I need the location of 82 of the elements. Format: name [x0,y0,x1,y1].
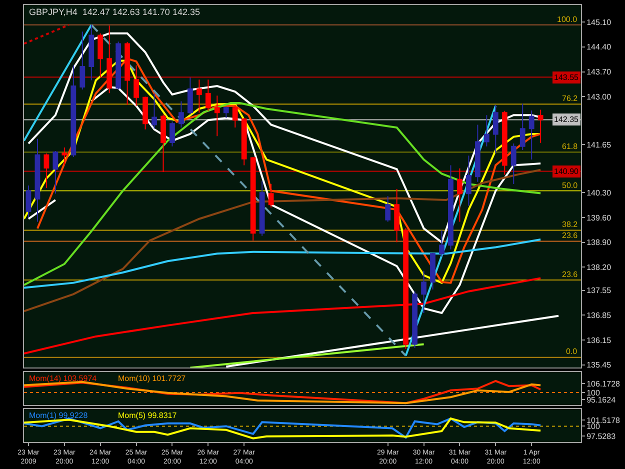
y-tick-label: 135.45 [586,360,612,370]
y-tick-label: 138.20 [586,262,612,272]
y-tick-label: 136.85 [586,310,612,320]
candlestick [80,31,86,90]
candlestick [178,100,184,128]
y-tick-label: 144.40 [586,42,612,52]
candlestick [484,114,490,147]
candlestick [394,188,400,243]
candlestick [134,64,139,106]
annotation: 61.8 [562,142,578,151]
candlestick [538,109,544,144]
candlestick [412,290,418,348]
candlestick [88,24,94,81]
ref-line-label: 143.55 [554,73,580,82]
line-series [24,168,542,312]
candlestick [170,121,175,147]
candlestick [44,152,50,188]
candlestick [116,41,122,90]
y-tick-label: 140.30 [586,188,612,198]
candlestick [385,196,391,222]
candlestick [528,110,534,160]
candlestick [421,270,426,314]
candlestick [106,25,112,94]
candlestick [62,146,68,166]
candlestick [439,230,444,258]
candlestick [232,105,238,128]
candlestick [160,114,166,172]
candlestick [34,138,40,222]
candlestick [259,180,265,236]
y-tick-label: 106.1728 [586,379,621,388]
candlestick [205,79,211,112]
y-tick-label: 139.60 [586,213,612,222]
ref-line-label: 142.35 [554,115,580,124]
y-tick-label: 141.65 [586,140,612,150]
line-series [24,238,542,289]
series-label: Mom(1) 99.9228 [29,411,88,420]
y-tick-label: 137.55 [586,286,612,296]
y-tick-label: 136.15 [586,336,612,345]
candlestick [466,155,472,206]
candlestick [98,32,104,78]
candlestick [223,106,229,118]
y-tick-label: 101.5178 [586,416,621,425]
candlestick [268,184,274,208]
y-tick-label: 95.1624 [586,395,616,404]
candlestick [52,150,58,194]
annotation: 76.2 [562,94,578,103]
candlestick [448,164,454,250]
annotation: 38.2 [562,220,578,229]
candlestick [70,64,76,158]
candlestick [430,252,436,290]
candlestick [520,103,526,150]
y-tick-label: 138.90 [586,238,612,248]
y-tick-label: 100 [586,422,600,432]
candlestick [457,168,462,222]
candlestick [502,110,508,176]
candlestick [492,104,498,154]
candlestick [250,156,256,242]
candlestick [124,41,130,106]
annotation: 23.6 [562,270,578,279]
series-label: Mom(5) 99.8317 [118,411,178,420]
y-tick-label: 97.5283 [586,432,616,442]
series-label: Mom(14) 103.5974 [29,374,98,383]
y-tick-label: 143.70 [586,68,612,77]
annotation: 50.0 [562,181,578,190]
annotation: 23.6 [562,231,578,240]
ref-line-label: 140.90 [554,167,580,176]
annotation: 100.0 [557,15,578,24]
candlestick [188,76,193,115]
candlestick [474,124,480,182]
annotation: 0.0 [566,347,578,356]
candlestick [196,79,202,114]
candlestick [152,92,157,130]
y-tick-label: 100 [586,388,600,398]
line-series [24,102,542,286]
candlestick [510,143,516,185]
chart-title: GBPJPY,H4 142.47 142.63 141.70 142.35 [29,7,200,17]
y-tick-label: 145.10 [586,18,612,27]
candlestick [142,96,148,130]
candlestick [214,95,220,137]
candlestick [241,117,247,166]
y-tick-label: 143.00 [586,92,612,102]
series-label: Mom(10) 101.7727 [118,374,186,383]
